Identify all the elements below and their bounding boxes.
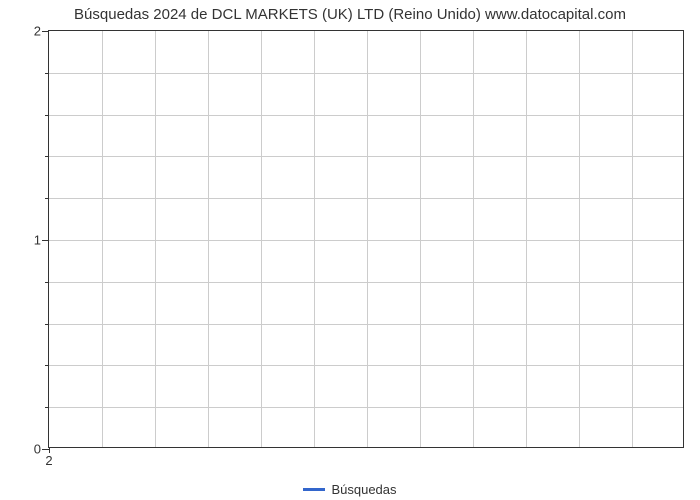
gridline-vertical xyxy=(155,31,156,447)
chart-title: Búsquedas 2024 de DCL MARKETS (UK) LTD (… xyxy=(0,6,700,23)
gridline-vertical xyxy=(208,31,209,447)
gridline-horizontal xyxy=(49,324,683,325)
ytick-mark xyxy=(45,115,49,116)
ytick-mark xyxy=(45,324,49,325)
ytick-mark xyxy=(45,198,49,199)
gridline-vertical xyxy=(367,31,368,447)
gridline-vertical xyxy=(261,31,262,447)
gridline-vertical xyxy=(632,31,633,447)
gridline-horizontal xyxy=(49,198,683,199)
ytick-label: 1 xyxy=(34,233,49,248)
gridline-horizontal xyxy=(49,156,683,157)
ytick-label: 2 xyxy=(34,24,49,39)
gridline-horizontal xyxy=(49,407,683,408)
legend-label: Búsquedas xyxy=(331,482,396,497)
gridline-vertical xyxy=(473,31,474,447)
gridline-vertical xyxy=(526,31,527,447)
ytick-mark xyxy=(45,73,49,74)
gridline-vertical xyxy=(314,31,315,447)
gridline-horizontal xyxy=(49,282,683,283)
gridline-vertical xyxy=(102,31,103,447)
xtick-label: 2 xyxy=(45,447,52,468)
gridline-vertical xyxy=(579,31,580,447)
gridline-vertical xyxy=(420,31,421,447)
legend: Búsquedas xyxy=(0,482,700,497)
legend-swatch xyxy=(303,488,325,491)
gridline-horizontal xyxy=(49,73,683,74)
plot-area: 0122 xyxy=(48,30,684,448)
ytick-mark xyxy=(45,282,49,283)
ytick-mark xyxy=(45,407,49,408)
gridline-horizontal xyxy=(49,240,683,241)
ytick-mark xyxy=(45,365,49,366)
gridline-horizontal xyxy=(49,365,683,366)
gridline-horizontal xyxy=(49,115,683,116)
ytick-mark xyxy=(45,156,49,157)
